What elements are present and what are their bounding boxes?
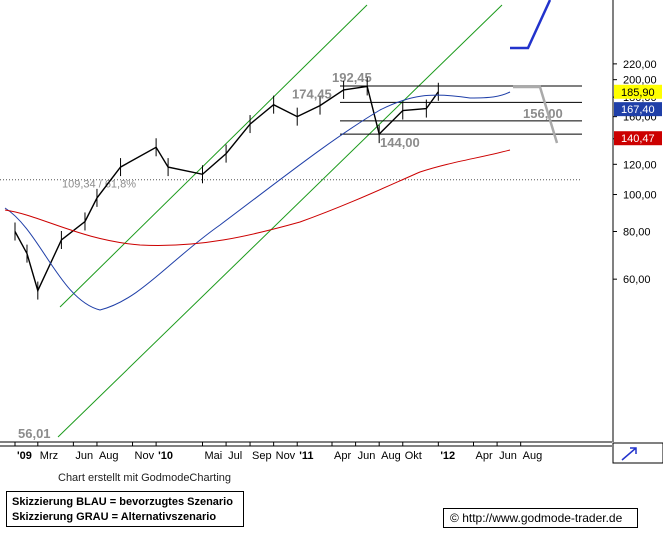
x-tick-label-6: Mai xyxy=(205,450,223,462)
copyright-icon: © xyxy=(450,511,459,525)
price-tag-bg-1 xyxy=(614,102,662,117)
annotation-3: 144,00 xyxy=(380,135,420,150)
x-tick-label-2: Jun xyxy=(75,450,93,462)
channel-upper-line xyxy=(59,4,368,308)
x-tick-label-4: Nov xyxy=(135,450,155,462)
x-tick-label-9: Nov xyxy=(276,450,296,462)
price-tag-bg-2 xyxy=(614,131,662,146)
price-tag-label-0: 185,90 xyxy=(621,87,655,99)
x-tick-label-0: '09 xyxy=(17,450,32,462)
annotation-1: 174,45 xyxy=(292,86,332,101)
legend-blue-line: Skizzierung BLAU = bevorzugtes Szenario xyxy=(12,496,233,508)
plot-area xyxy=(0,0,612,443)
scenario-blue-path xyxy=(510,0,552,50)
x-tick-label-18: Aug xyxy=(523,450,543,462)
x-tick-label-14: Okt xyxy=(405,450,422,462)
price-tag-label-2: 140,47 xyxy=(621,133,655,145)
x-tick-label-11: Apr xyxy=(334,450,351,462)
y-tick-label-100: 100,00 xyxy=(623,190,657,202)
annotation-0: 192,45 xyxy=(332,70,372,85)
arrow-icon xyxy=(621,447,637,461)
scenario-grey-path xyxy=(513,85,559,144)
x-tick-label-16: Apr xyxy=(476,450,493,462)
scenario-legend: Skizzierung BLAU = bevorzugtes Szenario … xyxy=(6,491,244,527)
price-tag-label-1: 167,40 xyxy=(621,104,655,116)
y-tick-label-60: 60,00 xyxy=(623,274,651,286)
chart-credit: Chart erstellt mit GodmodeCharting xyxy=(58,472,232,484)
y-tick-label-200: 200,00 xyxy=(623,75,657,87)
x-tick-label-1: Mrz xyxy=(40,450,58,462)
ma-red-line xyxy=(4,149,511,246)
channel-lower-line xyxy=(57,4,503,438)
legend-grey-line: Skizzierung GRAU = Alternativszenario xyxy=(12,511,217,523)
y-tick-label-120: 120,00 xyxy=(623,159,657,171)
x-axis-corner xyxy=(612,442,663,464)
ma-blue-line xyxy=(4,91,511,311)
annotation-5: 109,34 / 61,8% xyxy=(62,179,136,191)
x-tick-label-10: '11 xyxy=(299,450,313,462)
x-tick-label-3: Aug xyxy=(99,450,119,462)
source-url-box[interactable]: © http://www.godmode-trader.de xyxy=(443,508,638,528)
x-tick-label-8: Sep xyxy=(252,450,272,462)
x-tick-label-15: '12 xyxy=(440,450,455,462)
x-tick-label-12: Jun xyxy=(358,450,376,462)
x-tick-label-17: Jun xyxy=(499,450,517,462)
x-tick-label-13: Aug xyxy=(381,450,401,462)
x-tick-label-7: Jul xyxy=(228,450,242,462)
y-tick-label-220: 220,00 xyxy=(623,59,657,71)
x-tick-label-5: '10 xyxy=(158,450,173,462)
price-tag-bg-0 xyxy=(614,84,662,99)
annotation-4: 56,01 xyxy=(18,426,51,441)
y-tick-label-80: 80,00 xyxy=(623,226,651,238)
source-url[interactable]: http://www.godmode-trader.de xyxy=(462,511,623,525)
annotation-2: 156,00 xyxy=(523,106,563,121)
